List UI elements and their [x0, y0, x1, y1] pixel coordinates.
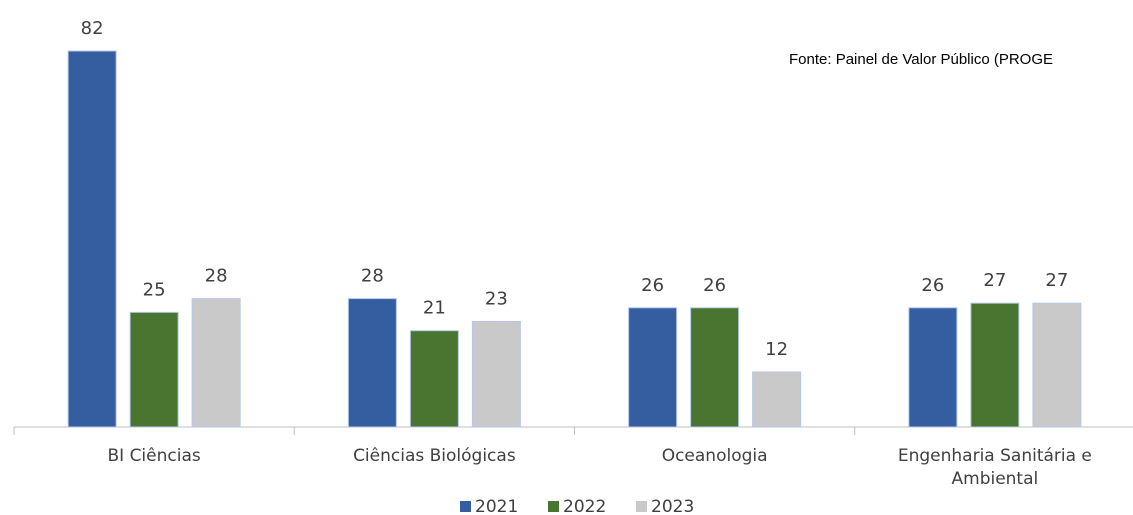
x-tick-label: Engenharia Sanitária e Ambiental — [897, 446, 1092, 489]
bar — [129, 311, 179, 428]
bar — [191, 298, 241, 428]
data-label: 21 — [423, 298, 446, 319]
x-tick-label: Ciências Biológicas — [353, 446, 516, 466]
data-label: 28 — [361, 266, 384, 287]
bar — [471, 321, 521, 428]
bar — [970, 302, 1020, 428]
bar — [67, 50, 117, 428]
legend-label: 2022 — [563, 497, 606, 515]
legend-label: 2021 — [475, 497, 518, 515]
bar — [690, 307, 740, 428]
data-label: 82 — [81, 18, 104, 39]
bar — [908, 307, 958, 428]
legend-label: 2023 — [651, 497, 694, 515]
x-tick-label: Oceanologia — [661, 446, 768, 466]
bar — [409, 330, 459, 428]
data-label: 23 — [485, 289, 508, 310]
data-label: 27 — [983, 270, 1006, 291]
data-label: 26 — [641, 275, 664, 296]
bar — [347, 298, 397, 428]
x-tick-label: BI Ciências — [107, 446, 201, 466]
data-label: 26 — [703, 275, 726, 296]
bar — [1032, 302, 1082, 428]
data-label: 25 — [143, 279, 166, 300]
source-note: Fonte: Painel de Valor Público (PROGE — [789, 51, 1053, 68]
bar — [752, 371, 802, 428]
bar — [628, 307, 678, 428]
legend-swatch — [548, 501, 559, 512]
legend-swatch — [460, 501, 471, 512]
data-label: 27 — [1045, 270, 1068, 291]
data-label: 26 — [921, 275, 944, 296]
data-label: 12 — [765, 339, 788, 360]
data-label: 28 — [205, 266, 228, 287]
legend-swatch — [636, 501, 647, 512]
